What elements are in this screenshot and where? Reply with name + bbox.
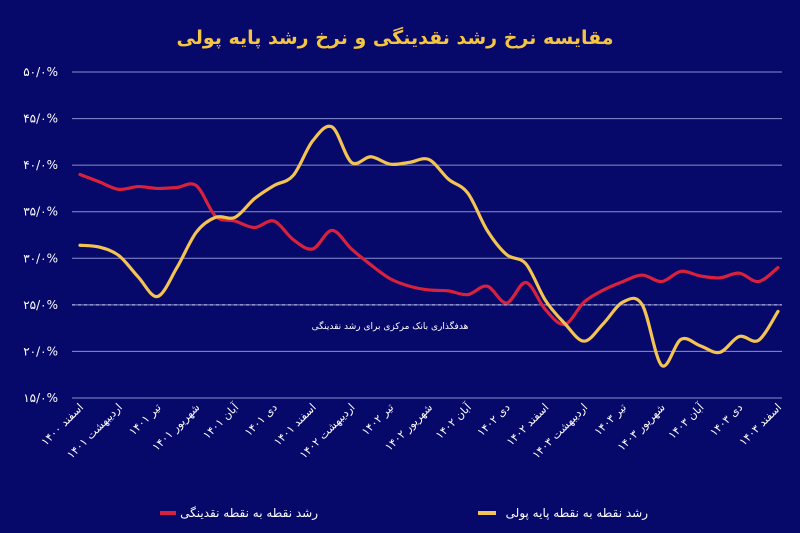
- x-tick-label: تیر ۱۴۰۱: [126, 401, 163, 438]
- x-tick-label: آبان ۱۴۰۳: [665, 400, 707, 442]
- x-tick-label: دی ۱۴۰۲: [475, 401, 513, 439]
- legend-label-monetary-base: رشد نقطه به نقطه پایه پولی: [506, 506, 649, 521]
- y-tick-label: ۴۵/۰%: [23, 112, 58, 126]
- legend: رشد نقطه به نقطه نقدینگی رشد نقطه به نقط…: [160, 506, 648, 521]
- y-tick-label: ۴۰/۰%: [23, 158, 58, 172]
- series-lines: [78, 124, 780, 368]
- y-tick-label: ۲۰/۰%: [23, 344, 58, 358]
- legend-label-liquidity: رشد نقطه به نقطه نقدینگی: [180, 506, 318, 521]
- target-annotation: هدفگذاری بانک مرکزی برای رشد نقدینگی: [312, 320, 469, 332]
- y-tick-label: ۵۰/۰%: [23, 65, 58, 79]
- x-tick-label: آبان ۱۴۰۱: [200, 400, 242, 442]
- x-tick-label: دی ۱۴۰۱: [242, 401, 280, 439]
- x-tick-label: تیر ۱۴۰۳: [592, 401, 629, 438]
- y-tick-label: ۳۰/۰%: [23, 251, 58, 265]
- x-tick-label: تیر ۱۴۰۲: [359, 401, 396, 438]
- x-tick-label: اسفند ۱۴۰۳: [737, 401, 784, 448]
- y-tick-label: ۳۵/۰%: [23, 205, 58, 219]
- chart-title: مقایسه نرخ رشد نقدینگی و نرخ رشد پایه پو…: [176, 26, 613, 49]
- y-tick-label: ۲۵/۰%: [23, 298, 58, 312]
- y-axis: ۵۰/۰% ۴۵/۰% ۴۰/۰% ۳۵/۰% ۳۰/۰% ۲۵/۰% ۲۰/۰% ۱۵/۰%: [23, 65, 58, 405]
- x-tick-label: آبان ۱۴۰۲: [432, 400, 474, 442]
- y-tick-label: ۱۵/۰%: [23, 391, 58, 405]
- x-tick-label: دی ۱۴۰۳: [707, 401, 745, 439]
